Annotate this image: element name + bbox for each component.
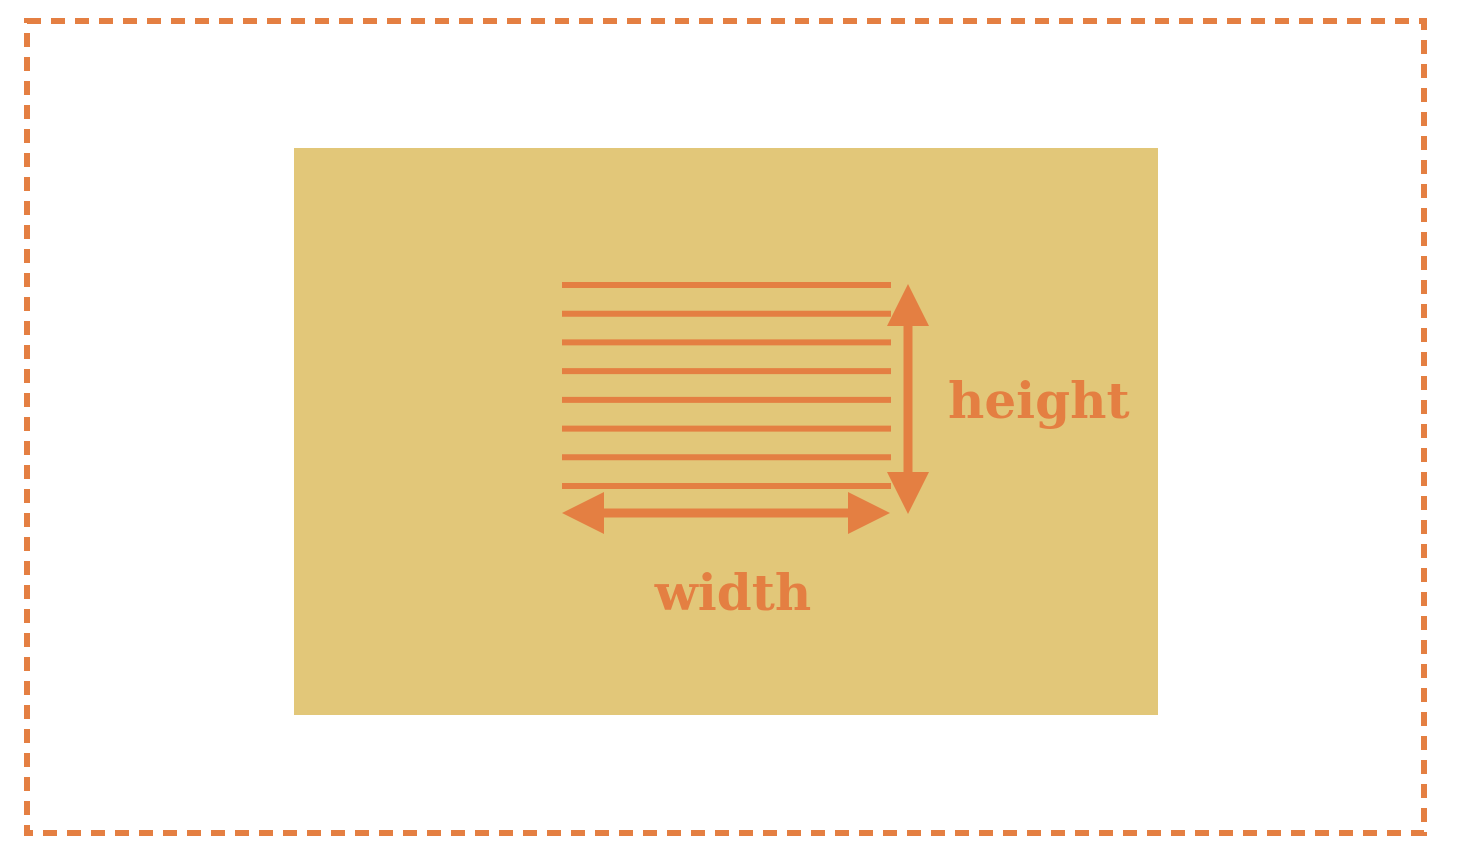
height-arrow-head-bottom bbox=[887, 472, 929, 514]
height-label: height bbox=[948, 371, 1130, 430]
width-arrow bbox=[562, 492, 890, 534]
width-arrow-head-right bbox=[848, 492, 890, 534]
height-arrow bbox=[887, 284, 929, 514]
outer-dashed-boundary bbox=[24, 18, 1427, 836]
text-lines-group bbox=[562, 282, 891, 489]
height-arrow-head-top bbox=[887, 284, 929, 326]
width-label: width bbox=[654, 563, 811, 622]
width-arrow-head-left bbox=[562, 492, 604, 534]
